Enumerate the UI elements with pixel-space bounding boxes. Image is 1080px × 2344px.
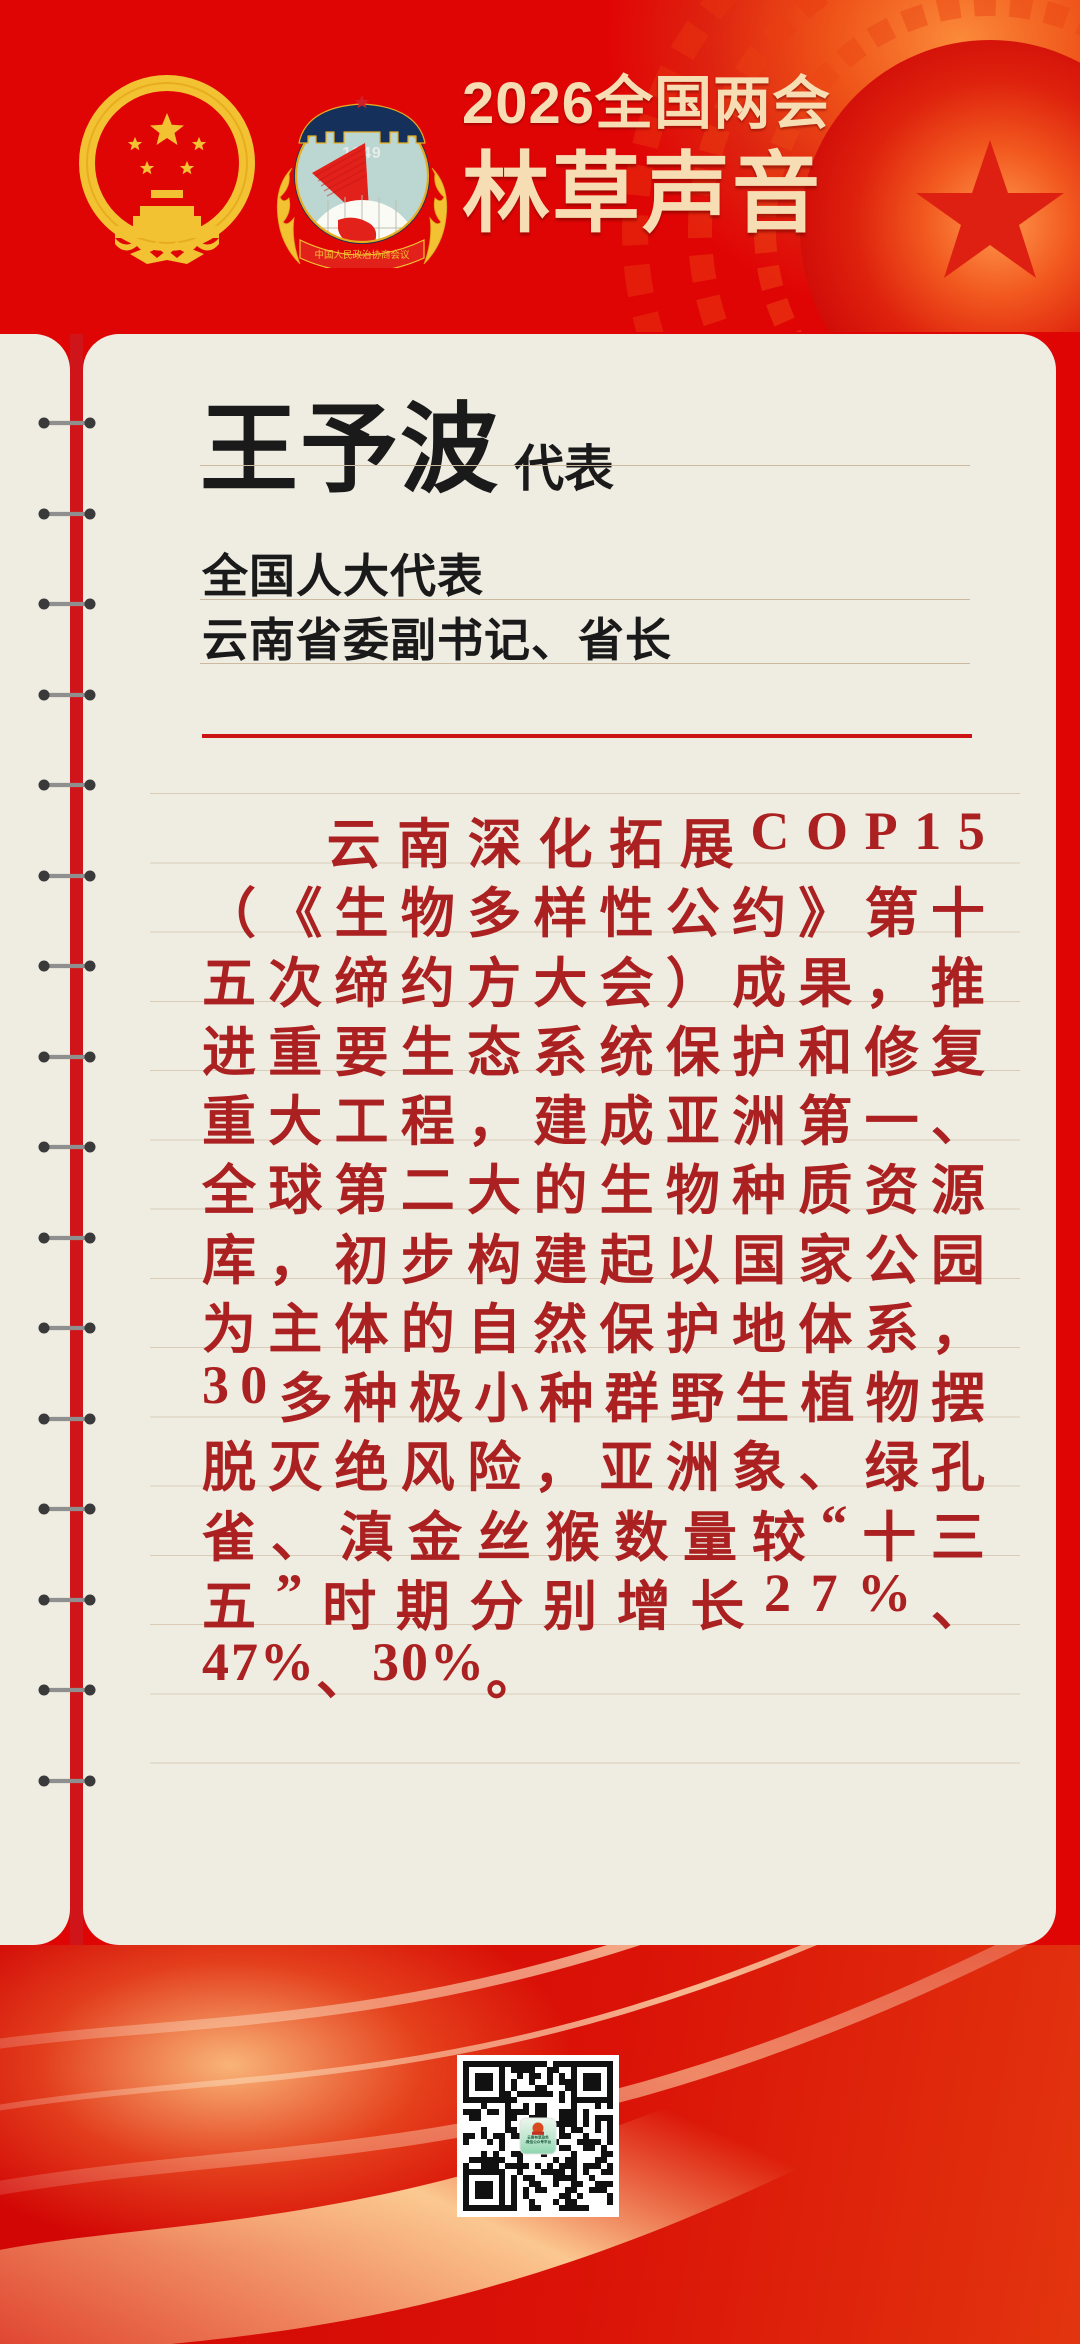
svg-text:中国人民政治协商会议: 中国人民政治协商会议 [314,249,410,261]
svg-text:-微信公众号平台: -微信公众号平台 [525,2139,552,2144]
svg-text:云南林草政务: 云南林草政务 [527,2135,549,2140]
